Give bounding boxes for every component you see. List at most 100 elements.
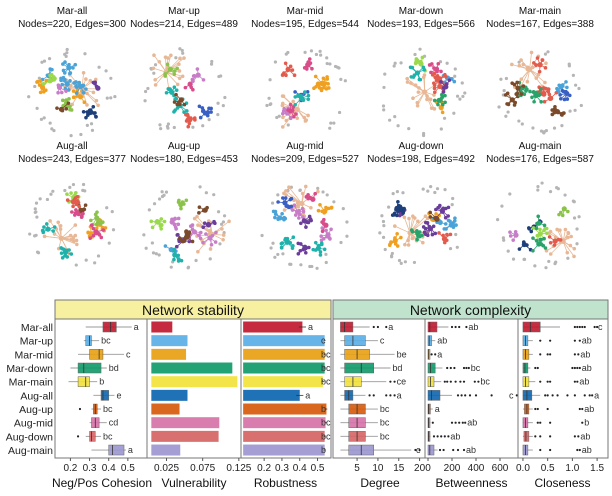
node (538, 238, 542, 242)
node (301, 207, 305, 211)
node (71, 66, 75, 70)
node (43, 116, 46, 119)
outlier (393, 394, 395, 396)
node (64, 107, 68, 111)
node (175, 245, 179, 249)
node (436, 62, 440, 66)
box (523, 390, 532, 400)
outlier (437, 435, 439, 437)
node (210, 243, 214, 247)
node (227, 220, 231, 224)
node (293, 103, 297, 107)
node (85, 259, 88, 262)
node (292, 235, 296, 239)
node (384, 248, 387, 251)
outlier (579, 367, 581, 369)
significance-letter: a (437, 349, 442, 359)
outlier (459, 381, 461, 383)
node (66, 65, 71, 70)
node (166, 56, 170, 60)
node (159, 217, 163, 221)
box (78, 363, 101, 373)
node (407, 243, 411, 247)
node (74, 223, 78, 227)
node (310, 67, 314, 71)
node (444, 222, 448, 226)
node (282, 94, 286, 98)
node (163, 72, 167, 76)
node (324, 229, 328, 233)
node (416, 104, 420, 108)
node (284, 73, 288, 77)
significance-letter: bc (321, 363, 331, 373)
node (389, 240, 393, 244)
node (520, 92, 524, 96)
node (69, 71, 73, 75)
significance-letter: c (380, 336, 385, 346)
node (295, 209, 300, 214)
node (276, 200, 280, 204)
node (75, 263, 78, 266)
node (196, 73, 201, 78)
group-label: Mar-all (21, 322, 53, 334)
node (203, 110, 208, 115)
box (345, 336, 366, 346)
node (43, 235, 47, 239)
node (221, 238, 225, 242)
node (196, 67, 200, 71)
bar (243, 376, 323, 387)
node (45, 222, 49, 226)
node (515, 91, 519, 95)
significance-letter: e (116, 390, 121, 400)
node (318, 203, 322, 207)
node (177, 222, 181, 226)
outlier (571, 367, 573, 369)
node (59, 77, 63, 81)
node (382, 236, 385, 239)
network-stats: Nodes=198, Edges=492 (367, 154, 475, 165)
node (59, 227, 63, 231)
significance-letter: a (594, 390, 599, 400)
outlier (444, 381, 446, 383)
outlier (579, 408, 581, 410)
significance-letter: cd (109, 418, 119, 428)
significance-letter: ab (466, 445, 476, 455)
tick-label: 0.5 (121, 463, 135, 474)
outlier (556, 394, 558, 396)
node (84, 116, 88, 120)
node (176, 233, 180, 237)
outlier (539, 381, 541, 383)
significance-letter: bc (321, 418, 331, 428)
node (345, 220, 348, 223)
node (276, 193, 279, 196)
tick-label: 0.125 (226, 463, 251, 474)
node (210, 63, 213, 66)
outlier (584, 326, 586, 328)
node (94, 215, 99, 220)
node (193, 116, 197, 120)
network-title: Aug-all (56, 141, 87, 152)
node (154, 83, 158, 87)
axis-title: Vulnerability (162, 476, 227, 490)
node (274, 60, 277, 63)
node (74, 84, 78, 88)
node (106, 97, 109, 100)
node (437, 84, 442, 89)
node (442, 236, 447, 241)
node (145, 247, 148, 250)
node (197, 211, 201, 215)
node (201, 225, 205, 229)
significance-letter: ab (450, 431, 460, 441)
node (186, 125, 190, 129)
outlier (446, 381, 448, 383)
node (95, 99, 99, 103)
node (69, 191, 73, 195)
node (201, 241, 205, 245)
node (191, 240, 195, 244)
node (543, 100, 547, 104)
outlier (539, 449, 541, 451)
node (153, 78, 157, 82)
